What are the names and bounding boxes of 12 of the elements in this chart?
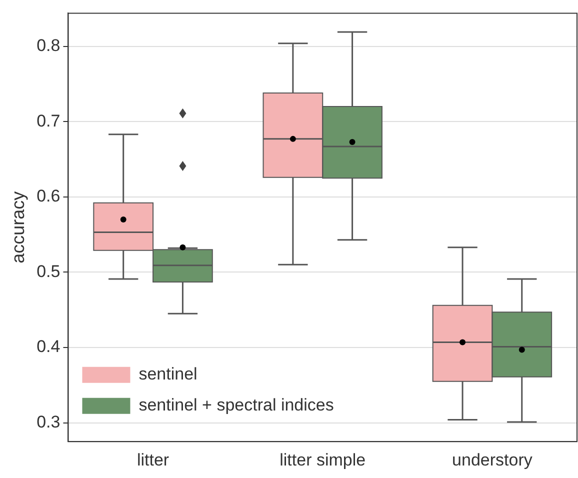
y-tick-label: 0.8: [36, 36, 60, 56]
y-tick-label: 0.6: [36, 186, 60, 206]
y-tick-label: 0.7: [36, 111, 60, 130]
y-tick-label: 0.3: [36, 412, 60, 432]
y-tick-label: 0.4: [36, 337, 60, 356]
x-tick-label: litter: [136, 450, 170, 470]
x-tick-label: understory: [452, 450, 533, 470]
legend-label: sentinel + spectral indices: [138, 396, 334, 415]
legend-label: sentinel: [138, 364, 198, 384]
x-tick-label: litter simple: [280, 450, 366, 470]
y-axis-title: accuracy: [8, 191, 28, 264]
y-tick-label: 0.5: [36, 262, 60, 281]
